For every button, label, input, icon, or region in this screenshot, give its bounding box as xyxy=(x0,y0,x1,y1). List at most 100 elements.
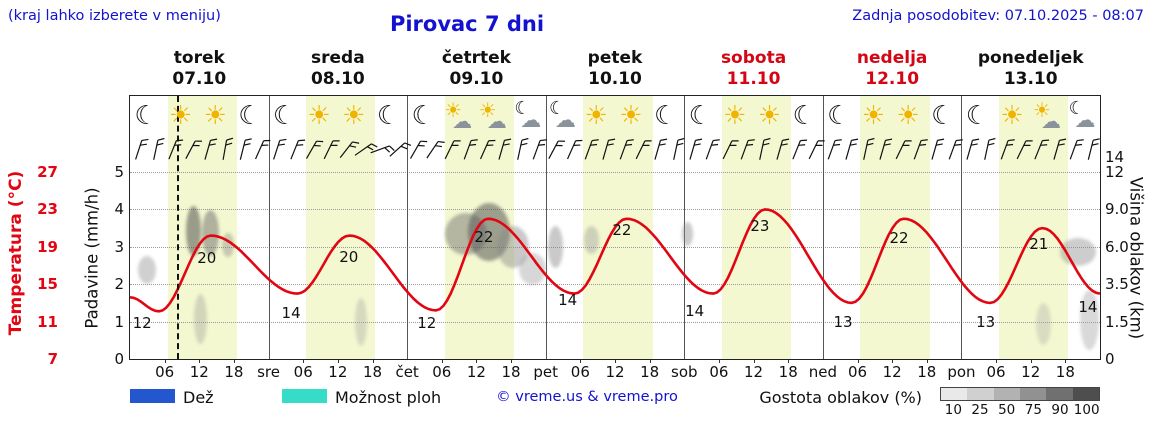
day-header: torek 07.10 xyxy=(129,48,269,90)
day-header: petek 10.10 xyxy=(545,48,685,90)
icon-glyph: ☾ xyxy=(238,101,262,131)
moon-icon: ☾ xyxy=(928,100,960,132)
wind-barb xyxy=(560,134,583,163)
x-tick-mark xyxy=(1065,359,1067,363)
icon-glyph: ☾ xyxy=(653,101,678,131)
cloud-axis-tick: 12 xyxy=(1105,163,1125,181)
wind-barb xyxy=(716,134,740,164)
day-header: ponedeljek 13.10 xyxy=(961,48,1101,90)
cloud-axis-tick: 3.5 xyxy=(1105,275,1129,294)
curve-temp-label: 14 xyxy=(281,304,301,323)
wind-barb xyxy=(1010,134,1034,164)
wind-barb xyxy=(457,134,479,163)
wind-barb xyxy=(473,134,496,163)
cloud-blob xyxy=(186,206,201,256)
day-boundary-line xyxy=(545,96,547,359)
sun-cloud-icon: ☀ ☁ xyxy=(443,98,475,133)
wind-barb xyxy=(942,134,964,163)
cloud-density-swatch xyxy=(993,388,1020,400)
icon-glyph: ☁ xyxy=(520,108,542,132)
icon-glyph: ☀ xyxy=(619,101,643,131)
x-tick-label: 12 xyxy=(189,363,209,381)
moon-icon: ☾ xyxy=(686,100,718,132)
wind-barb xyxy=(367,138,396,160)
x-tick-label: 06 xyxy=(432,363,452,381)
wind-barb xyxy=(248,134,271,163)
cloud-blob xyxy=(1080,290,1099,350)
x-tick-mark xyxy=(511,359,513,363)
day-date: 09.10 xyxy=(449,69,504,89)
sun-icon: ☀ xyxy=(305,100,337,132)
wind-barb xyxy=(699,134,721,163)
wind-barb xyxy=(349,136,378,162)
sun-icon: ☀ xyxy=(201,100,233,132)
day-header: četrtek 09.10 xyxy=(406,48,546,90)
wind-barb xyxy=(613,134,635,163)
wind-barb xyxy=(925,135,946,164)
moon-icon: ☾ xyxy=(408,100,440,132)
day-header: sreda 08.10 xyxy=(268,48,408,90)
wind-barb xyxy=(839,135,860,164)
icon-glyph: ☾ xyxy=(272,101,297,131)
sun-icon: ☀ xyxy=(582,100,614,132)
location-hint: (kraj lahko izberete v meniju) xyxy=(8,8,221,24)
precip-axis-tick: 5 xyxy=(114,163,124,181)
day-date: 11.10 xyxy=(726,69,781,89)
icon-glyph: ☁ xyxy=(555,108,577,132)
x-tick-mark xyxy=(233,359,235,363)
moon-icon: ☾ xyxy=(824,100,856,132)
moon-icon: ☾ xyxy=(374,100,406,132)
grid-line xyxy=(130,246,1100,248)
icon-glyph: ☾ xyxy=(1068,98,1085,119)
icon-glyph: ☾ xyxy=(965,101,990,131)
wind-barb xyxy=(629,134,653,164)
x-tick-mark xyxy=(580,359,582,363)
x-tick-mark xyxy=(164,359,166,363)
wind-barb xyxy=(960,135,981,164)
x-tick-label: 06 xyxy=(986,363,1006,381)
temp-axis-tick: 15 xyxy=(37,275,58,294)
day-header: sobota 11.10 xyxy=(684,48,824,90)
wind-barb xyxy=(596,135,617,164)
precip-axis-tick: 1 xyxy=(114,312,124,331)
x-tick-mark xyxy=(649,359,651,363)
icon-glyph: ☁ xyxy=(486,109,507,133)
wind-barb xyxy=(216,135,234,163)
day-header: nedelja 12.10 xyxy=(822,48,962,90)
wind-barb xyxy=(283,134,306,163)
icon-glyph: ☾ xyxy=(134,101,158,131)
x-day-label: ned xyxy=(808,363,837,381)
x-tick-mark xyxy=(615,359,616,363)
icon-glyph: ☀ xyxy=(723,101,747,131)
x-tick-mark xyxy=(441,359,443,363)
showers-legend-label: Možnost ploh xyxy=(335,388,442,407)
cloud-blob xyxy=(1036,303,1051,345)
x-tick-mark xyxy=(996,359,998,363)
cloud-blob xyxy=(682,222,693,246)
cloud-blob xyxy=(584,226,599,254)
icon-glyph: ☁ xyxy=(1041,109,1062,133)
sun-icon: ☀ xyxy=(339,100,371,132)
day-name: sreda xyxy=(311,48,365,68)
cloud-blob xyxy=(202,210,219,256)
temp-axis-tick: 11 xyxy=(37,312,58,331)
x-day-label: pet xyxy=(533,363,559,381)
x-tick-mark xyxy=(476,359,478,363)
icon-glyph: ☀ xyxy=(342,101,366,131)
cloud-density-swatch xyxy=(1072,388,1099,400)
day-boundary-line xyxy=(407,96,409,359)
credit-link[interactable]: © vreme.us & vreme.pro xyxy=(496,389,678,405)
x-tick-label: 18 xyxy=(224,363,244,381)
cloud-density-tick: 10 xyxy=(944,402,962,418)
curve-temp-label: 22 xyxy=(612,220,632,239)
day-boundary-line xyxy=(684,96,686,359)
cloud-blob xyxy=(355,298,367,346)
icon-glyph: ☀ xyxy=(861,101,886,131)
precip-axis-tick: 4 xyxy=(114,200,124,219)
sun-icon: ☀ xyxy=(859,100,891,132)
x-tick-mark xyxy=(303,359,305,363)
showers-legend-swatch xyxy=(282,389,327,403)
wind-barb xyxy=(873,135,894,164)
x-tick-mark xyxy=(718,359,720,363)
